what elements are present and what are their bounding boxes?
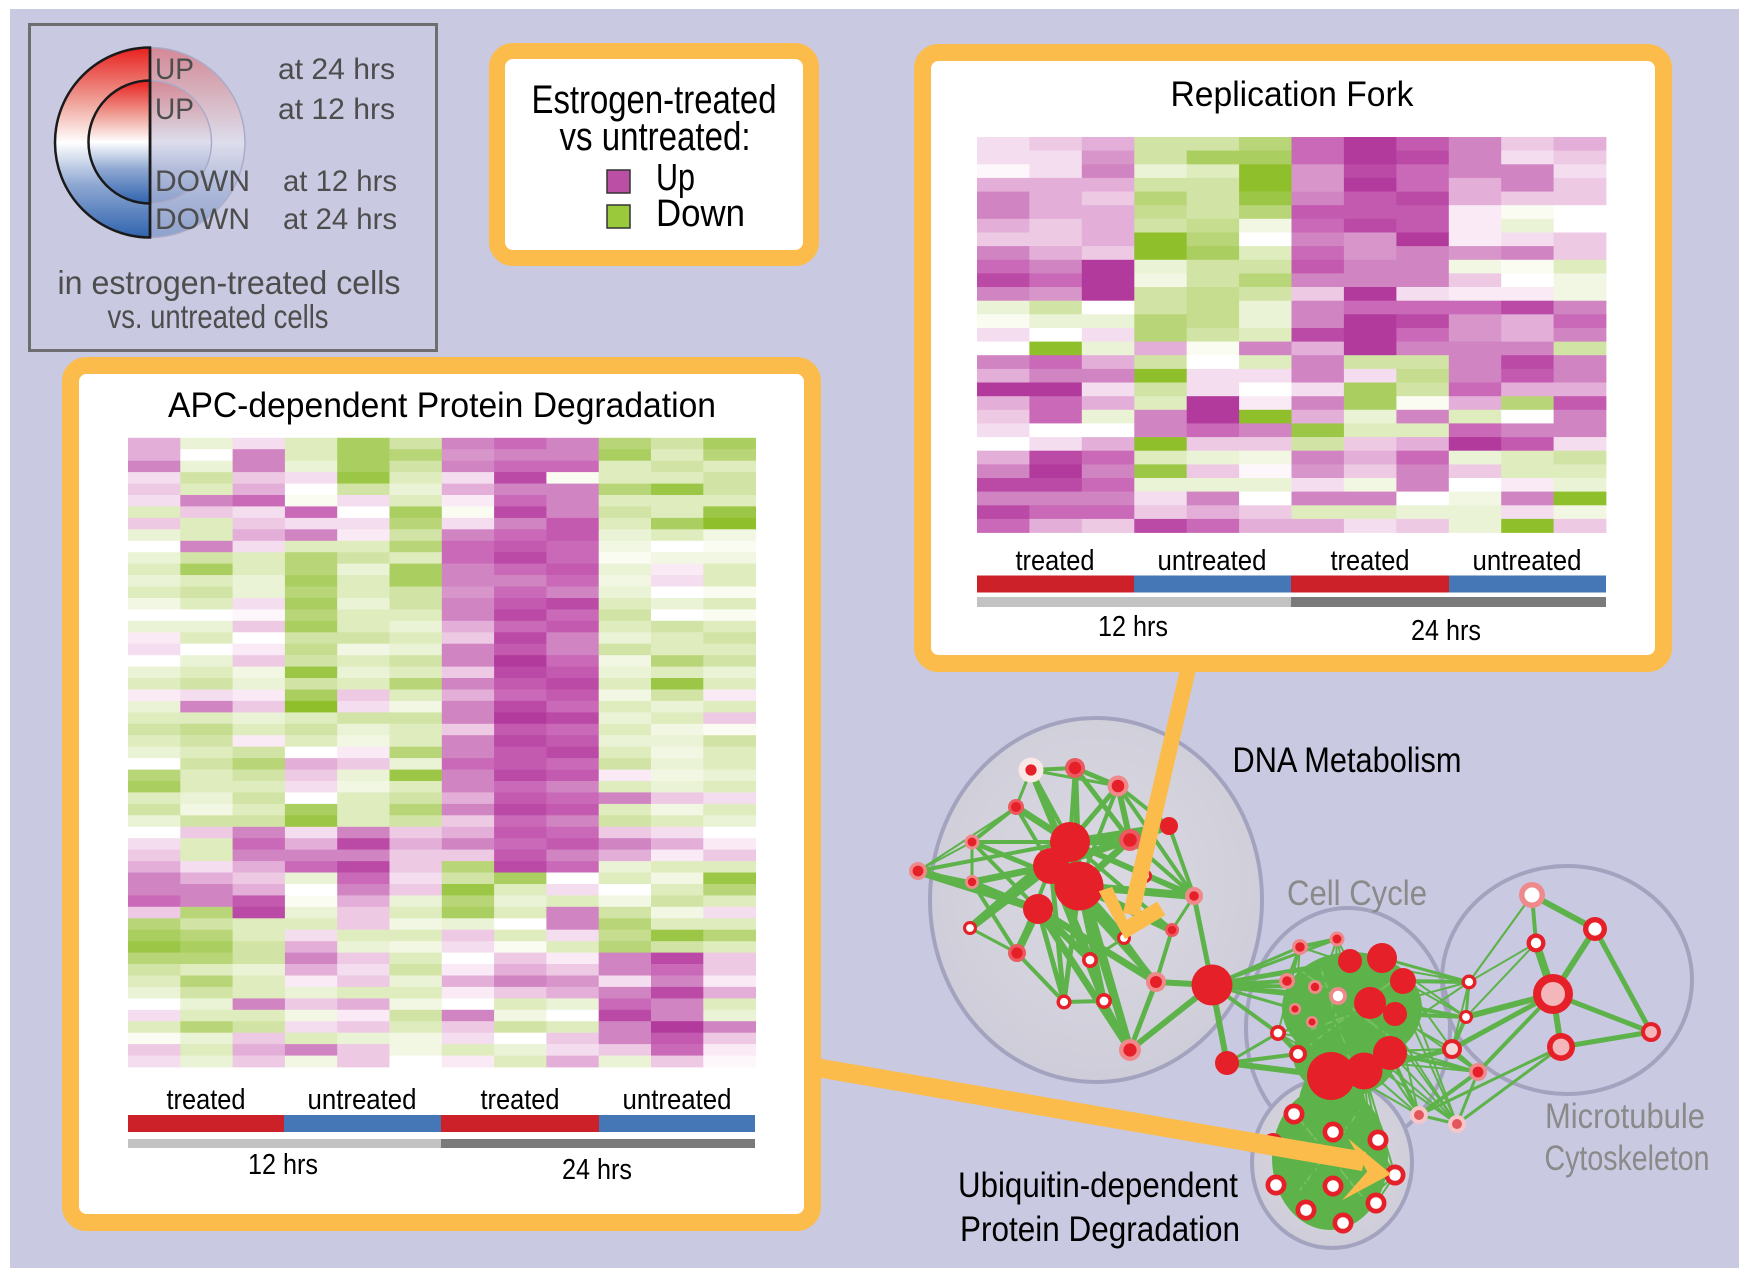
- svg-text:DNA Metabolism: DNA Metabolism: [1233, 741, 1462, 780]
- svg-text:DOWN: DOWN: [155, 203, 250, 236]
- svg-text:untreated: untreated: [623, 1084, 732, 1116]
- svg-text:untreated: untreated: [1473, 545, 1582, 577]
- svg-text:at 12 hrs: at 12 hrs: [283, 165, 397, 198]
- svg-text:at 24 hrs: at 24 hrs: [278, 53, 395, 86]
- svg-text:12 hrs: 12 hrs: [248, 1149, 318, 1181]
- svg-text:Up: Up: [656, 157, 695, 199]
- svg-text:Ubiquitin-dependent: Ubiquitin-dependent: [958, 1166, 1238, 1205]
- svg-text:treated: treated: [1331, 545, 1410, 577]
- svg-text:Down: Down: [656, 193, 745, 235]
- svg-text:Protein Degradation: Protein Degradation: [960, 1210, 1240, 1249]
- svg-text:UP: UP: [155, 53, 194, 86]
- svg-text:12 hrs: 12 hrs: [1098, 611, 1168, 643]
- svg-text:untreated: untreated: [308, 1084, 417, 1116]
- svg-text:at 12 hrs: at 12 hrs: [278, 93, 395, 126]
- svg-text:UP: UP: [155, 93, 194, 126]
- svg-text:Cytoskeleton: Cytoskeleton: [1545, 1139, 1710, 1178]
- svg-text:Replication Fork: Replication Fork: [1171, 75, 1414, 114]
- svg-text:at 24 hrs: at 24 hrs: [283, 203, 397, 236]
- svg-text:24 hrs: 24 hrs: [1411, 615, 1481, 647]
- svg-text:DOWN: DOWN: [155, 165, 250, 198]
- svg-text:APC-dependent Protein Degradat: APC-dependent Protein Degradation: [168, 386, 716, 425]
- svg-text:treated: treated: [167, 1084, 246, 1116]
- svg-text:treated: treated: [481, 1084, 560, 1116]
- svg-text:treated: treated: [1016, 545, 1095, 577]
- svg-text:in estrogen-treated cells: in estrogen-treated cells: [58, 264, 401, 301]
- svg-text:Microtubule: Microtubule: [1545, 1097, 1705, 1136]
- svg-text:Estrogen-treated: Estrogen-treated: [532, 78, 777, 122]
- svg-text:24 hrs: 24 hrs: [562, 1154, 632, 1186]
- svg-text:vs. untreated cells: vs. untreated cells: [108, 298, 329, 335]
- svg-text:Cell Cycle: Cell Cycle: [1287, 874, 1427, 913]
- svg-text:vs untreated:: vs untreated:: [560, 115, 751, 159]
- svg-text:untreated: untreated: [1158, 545, 1267, 577]
